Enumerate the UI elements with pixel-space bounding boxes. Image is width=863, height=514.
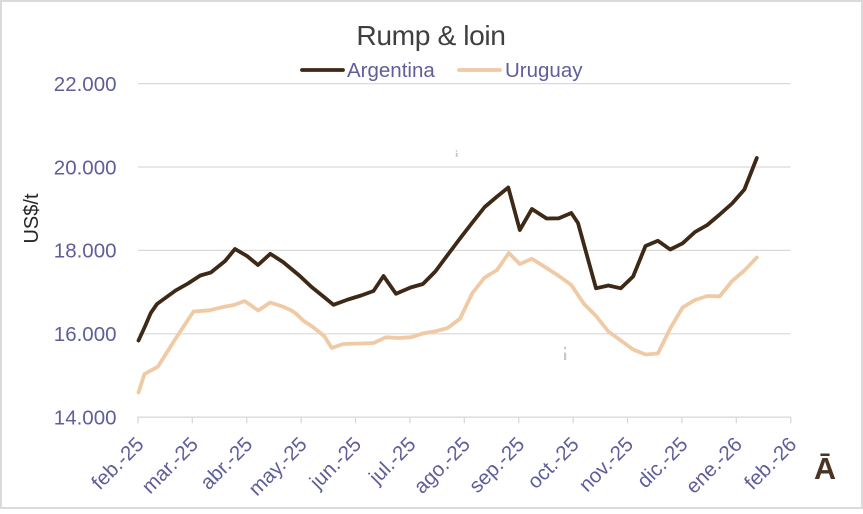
svg-text:Rump & loin: Rump & loin xyxy=(356,19,505,51)
svg-text:Argentina: Argentina xyxy=(347,59,435,82)
svg-text:14.000: 14.000 xyxy=(54,407,117,430)
svg-text:18.000: 18.000 xyxy=(54,240,117,263)
svg-text:16.000: 16.000 xyxy=(54,323,117,346)
svg-text:US$/t: US$/t xyxy=(21,193,43,243)
svg-text:20.000: 20.000 xyxy=(54,156,117,179)
svg-text:Uruguay: Uruguay xyxy=(505,59,583,82)
svg-text:22.000: 22.000 xyxy=(54,73,117,96)
svg-text:Ā: Ā xyxy=(814,452,836,486)
